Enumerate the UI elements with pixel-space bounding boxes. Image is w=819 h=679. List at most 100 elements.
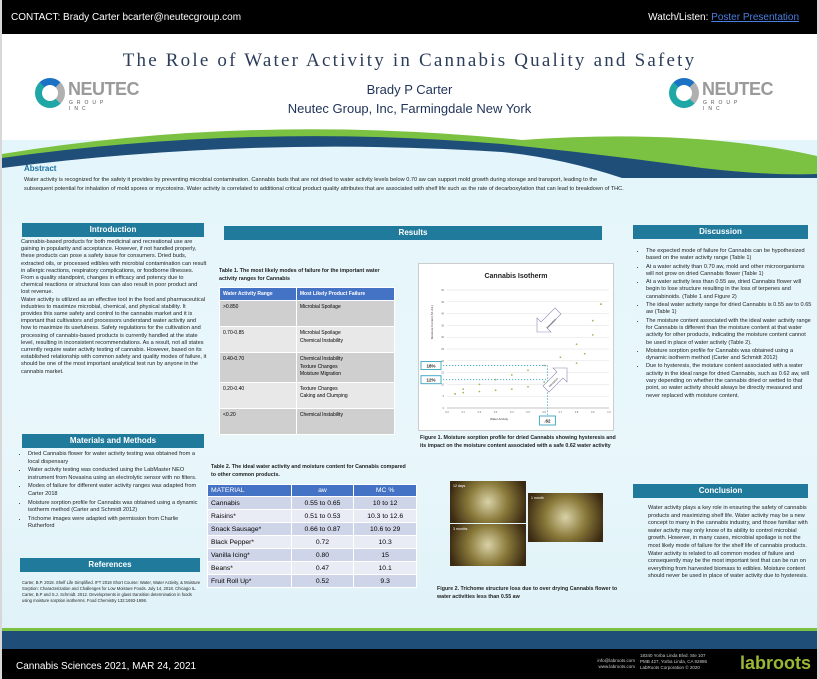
y-tick-label: 20 — [441, 360, 444, 363]
table-cell: Beans* — [207, 561, 292, 575]
table2-caption: Table 2. The ideal water activity and mo… — [211, 464, 406, 478]
reference-item: Carter, B.P and S.J. Schmidt. 2012. Deve… — [22, 592, 192, 603]
footer-address: 18340 Yorba Linda Blvd. Ste 107 PMB 427, … — [640, 653, 707, 671]
table-cell: Chemical Instability — [295, 407, 396, 435]
adsorption-point — [462, 391, 465, 394]
x-tick-label: 0.1 — [461, 411, 465, 414]
abstract-text: Water activity is recognized for the saf… — [24, 177, 624, 192]
contact-info: CONTACT: Brady Carter bcarter@neutecgrou… — [11, 12, 242, 23]
table-cell: Cannabis — [207, 496, 292, 510]
footer-contact: info@labroots.com www.labroots.com — [580, 658, 635, 670]
footer-navy-band — [2, 631, 817, 649]
poster-presentation-link[interactable]: Poster Presentation — [711, 12, 799, 23]
conference-info: Cannabis Sciences 2021, MAR 24, 2021 — [16, 661, 197, 672]
desorption-point — [559, 356, 562, 359]
mc-label-box — [420, 361, 442, 371]
methods-item: Dried Cannabis flower for water activity… — [28, 451, 204, 466]
logo-subtext: GROUP INC — [69, 100, 108, 112]
footer-green-band — [2, 628, 817, 631]
y-tick-label: 50 — [441, 289, 444, 292]
photo-label: 12 days — [453, 484, 466, 488]
table-cell: 0.52 — [290, 574, 355, 588]
table-cell: 10 to 12 — [353, 496, 417, 510]
logo-text: NEUTEC — [702, 79, 774, 99]
chart-title: Cannabis Isotherm — [484, 273, 547, 280]
desorption-point — [462, 388, 465, 391]
mc-label: 18% — [426, 364, 435, 369]
table-row: <0.20 Chemical Instability — [219, 407, 396, 435]
isotherm-chart-svg: Cannabis Isotherm 0 5 10 15 20 25 30 35 40 45 50 0.0… — [420, 273, 611, 426]
references-list: Carter, B.P. 2018. Shelf Life Simplified… — [22, 580, 202, 604]
neutec-logo-right: NEUTEC GROUP INC — [669, 76, 774, 116]
poster-title: The Role of Water Activity in Cannabis Q… — [122, 50, 697, 71]
methods-item: Water activity testing was conducted usi… — [28, 467, 204, 482]
table-cell: Microbial Spoilage — [295, 300, 396, 327]
table2-header: aw — [290, 484, 355, 497]
y-tick-label: 15 — [441, 372, 444, 375]
table2-header: MATERIAL — [207, 484, 292, 497]
x-tick-label: 0.6 — [542, 411, 546, 414]
adsorption-point — [583, 352, 586, 355]
table1-header: Most Likely Product Failure — [295, 287, 396, 301]
methods-heading: Materials and Methods — [22, 434, 204, 448]
conclusion-text: Water activity plays a key role in ensur… — [648, 505, 808, 580]
copyright: LabRoots Corporation © 2020 — [640, 665, 700, 670]
table-row: Cannabis 0.55 to 0.65 10 to 12 — [207, 496, 417, 510]
table-row: Black Pepper* 0.72 10.3 — [207, 535, 417, 549]
table-cell: Fruit Roll Up* — [207, 574, 292, 588]
desorption-point — [478, 383, 481, 386]
table-cell: Black Pepper* — [207, 535, 292, 549]
methods-item: Modes of failure for different water act… — [28, 483, 204, 498]
introduction-heading: Introduction — [22, 223, 204, 237]
table-row: >0.850 Microbial Spoilage — [219, 300, 396, 327]
mc-label-box — [420, 375, 442, 385]
table1-caption: Table 1. The most likely modes of failur… — [219, 268, 380, 282]
discussion-item: Moisture sorption profile for Cannabis w… — [646, 348, 812, 363]
table-cell: Microbial Spoilage Chemical Instability — [295, 326, 396, 353]
watch-listen: Watch/Listen: Poster Presentation — [648, 12, 799, 23]
intro-paragraph: Water activity is utilized as an effecti… — [21, 296, 207, 375]
discussion-item: The moisture content associated with the… — [646, 318, 812, 347]
x-tick-label: 0.8 — [575, 411, 579, 414]
table-cell: 0.40-0.70 — [219, 352, 297, 383]
table-cell: 0.51 to 0.53 — [290, 509, 355, 523]
figure2-caption: Figure 2. Trichome structure loss due to… — [437, 586, 618, 600]
table-cell: 0.47 — [290, 561, 355, 575]
table-cell: Snack Sausage* — [207, 522, 292, 536]
x-tick-label: 0.0 — [445, 411, 449, 414]
discussion-heading: Discussion — [633, 225, 808, 239]
table-cell: 15 — [353, 548, 417, 562]
y-tick-label: 35 — [441, 324, 444, 327]
adsorption-point — [494, 389, 497, 392]
desorption-point — [543, 364, 546, 367]
x-axis-label: Water Activity — [490, 417, 509, 421]
mc-label: 12% — [426, 378, 435, 383]
table-cell: Texture Changes Caking and Clumping — [295, 381, 396, 409]
x-tick-label: 0.5 — [526, 411, 530, 414]
references-heading: References — [20, 558, 200, 572]
logo-text: NEUTEC — [68, 79, 140, 99]
address-line: PMB 427, Yorba Linda, CA 92886 — [640, 659, 708, 664]
table2-header: MC % — [353, 484, 417, 497]
table-cell: 10.3 — [353, 535, 417, 549]
photo-label: 1 month — [531, 496, 544, 500]
x-tick-label: 1.0 — [607, 411, 611, 414]
top-bar: CONTACT: Brady Carter bcarter@neutecgrou… — [2, 0, 817, 34]
introduction-text: Cannabis-based products for both medicin… — [21, 239, 207, 376]
table-cell: Vanilla Icing* — [207, 548, 292, 562]
y-tick-label: 30 — [441, 336, 444, 339]
aw-label-box — [538, 415, 556, 426]
adsorption-arrow-icon — [542, 367, 568, 393]
y-tick-label: 45 — [441, 301, 444, 304]
table-row: 0.70-0.85 Microbial Spoilage Chemical Ins… — [219, 326, 396, 353]
logo-subtext: GROUP INC — [703, 100, 742, 112]
table-cell: 0.66 to 0.87 — [290, 522, 355, 536]
methods-item: Trichome images were adapted with permis… — [28, 516, 204, 531]
table-cell: 0.70-0.85 — [219, 326, 297, 353]
desorption-point — [575, 343, 578, 346]
adsorption-point — [600, 303, 602, 306]
reference-item: Carter, B.P. 2018. Shelf Life Simplified… — [22, 580, 201, 591]
desorption-arrow-icon — [536, 307, 562, 333]
adsorption-point — [510, 388, 513, 391]
adsorption-point — [454, 392, 456, 395]
